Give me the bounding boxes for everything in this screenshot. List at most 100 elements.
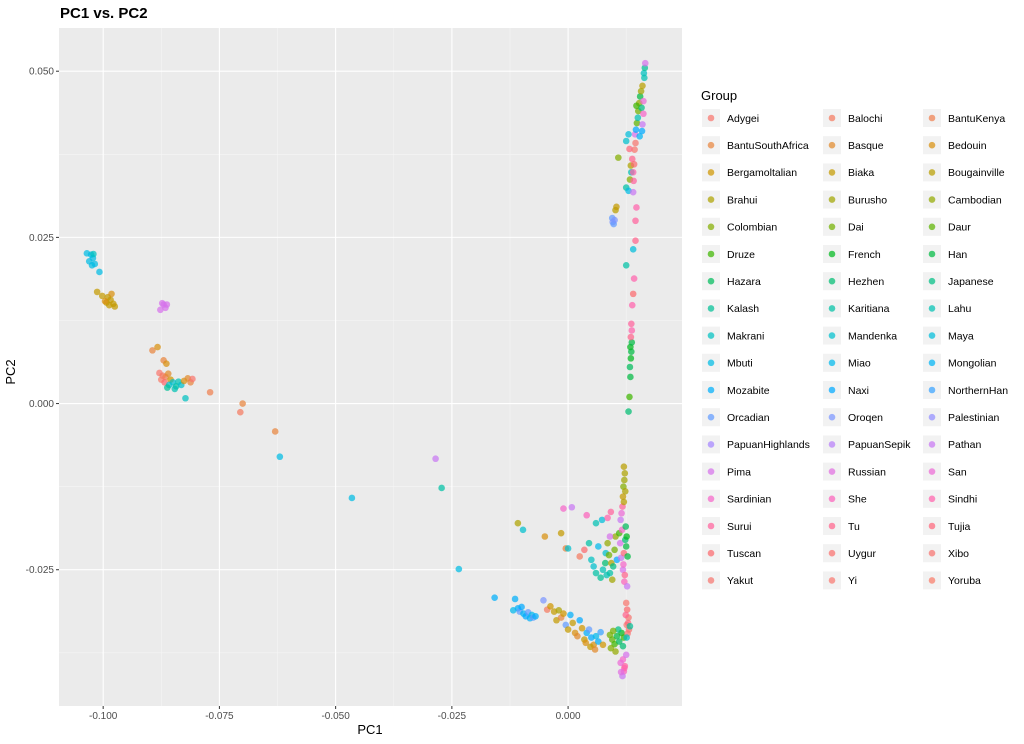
data-point xyxy=(622,523,630,530)
data-point xyxy=(560,610,567,617)
legend-label: Tujia xyxy=(948,521,971,533)
data-point xyxy=(105,301,113,309)
legend-swatch xyxy=(928,141,936,149)
legend-label: Yakut xyxy=(727,575,753,587)
data-point xyxy=(625,131,632,138)
legend-label: San xyxy=(948,466,967,478)
legend-swatch xyxy=(828,386,836,394)
legend-swatch xyxy=(707,196,715,203)
legend-swatch xyxy=(707,141,715,149)
data-point xyxy=(599,641,607,649)
legend-swatch xyxy=(928,114,936,122)
data-point xyxy=(585,626,593,633)
legend-swatch xyxy=(828,114,836,122)
data-point xyxy=(598,516,606,524)
legend-swatch xyxy=(707,223,715,231)
y-axis-title: PC2 xyxy=(3,359,18,384)
data-point xyxy=(617,659,624,667)
data-point xyxy=(623,606,631,613)
data-point xyxy=(595,543,602,550)
data-point xyxy=(164,370,172,377)
data-point xyxy=(491,594,498,601)
legend-label: Tu xyxy=(848,521,860,533)
data-point xyxy=(629,168,637,176)
data-point xyxy=(633,204,640,211)
legend-swatch xyxy=(707,577,715,584)
legend-label: Hazara xyxy=(727,276,761,288)
data-point xyxy=(629,290,637,298)
legend-label: NorthernHan xyxy=(948,385,1008,397)
data-point xyxy=(206,388,214,396)
chart-title: PC1 vs. PC2 xyxy=(60,5,148,22)
data-point xyxy=(615,638,623,645)
data-point xyxy=(611,216,618,224)
legend-label: BantuSouthAfrica xyxy=(727,140,809,152)
data-point xyxy=(547,602,554,610)
data-point xyxy=(622,543,630,550)
legend-swatch xyxy=(707,549,715,557)
legend-label: French xyxy=(848,249,881,261)
legend-swatch xyxy=(928,223,936,231)
legend-label: Surui xyxy=(727,521,752,533)
legend-swatch xyxy=(928,277,936,285)
data-point xyxy=(569,619,577,627)
legend-swatch xyxy=(707,277,715,285)
data-point xyxy=(595,638,602,645)
legend-swatch xyxy=(707,332,715,339)
legend-label: Miao xyxy=(848,358,871,370)
legend-swatch xyxy=(828,468,836,475)
data-point xyxy=(601,559,609,567)
data-point xyxy=(606,569,614,577)
data-point xyxy=(111,303,119,310)
legend-swatch xyxy=(828,141,836,149)
data-point xyxy=(632,237,639,245)
data-point xyxy=(640,110,647,118)
legend-swatch xyxy=(928,441,936,448)
data-point xyxy=(611,546,618,554)
data-point xyxy=(630,177,637,185)
data-point xyxy=(597,628,604,636)
legend-label: Han xyxy=(948,249,967,261)
data-point xyxy=(578,624,586,632)
legend-label: Cambodian xyxy=(948,194,1002,206)
data-point xyxy=(627,355,635,362)
data-point xyxy=(625,408,632,415)
legend-swatch xyxy=(928,250,936,258)
data-point xyxy=(438,484,445,492)
legend-swatch xyxy=(828,549,836,557)
legend-label: Colombian xyxy=(727,222,777,234)
legend-label: Yoruba xyxy=(948,575,981,587)
data-point xyxy=(633,119,641,127)
data-point xyxy=(608,576,616,584)
data-point xyxy=(634,114,642,122)
legend-label: Japanese xyxy=(948,276,994,288)
data-point xyxy=(630,160,638,168)
legend-swatch xyxy=(828,169,836,176)
legend-label: Biaka xyxy=(848,167,874,179)
legend-swatch xyxy=(828,250,836,258)
data-point xyxy=(532,612,539,620)
legend-swatch xyxy=(707,386,715,394)
data-point xyxy=(518,603,525,611)
legend-swatch xyxy=(828,441,836,448)
data-point xyxy=(189,375,196,383)
data-point xyxy=(628,155,636,163)
data-point xyxy=(628,327,636,334)
y-axis: 0.050 0.025 0.000 -0.025 xyxy=(26,67,59,576)
data-point xyxy=(511,595,519,603)
data-point xyxy=(555,606,563,614)
data-point xyxy=(623,634,630,641)
legend-label: Lahu xyxy=(948,303,972,315)
legend-label: Yi xyxy=(848,575,857,587)
legend-swatch xyxy=(828,223,836,231)
x-tick-label: -0.050 xyxy=(321,711,350,722)
data-point xyxy=(163,301,171,308)
legend-swatch xyxy=(928,577,936,584)
legend-swatch xyxy=(707,305,715,312)
data-point xyxy=(622,137,630,145)
data-point xyxy=(564,626,572,633)
data-point xyxy=(620,463,628,471)
data-point xyxy=(164,384,171,391)
legend-label: Bougainville xyxy=(948,167,1005,179)
data-point xyxy=(623,533,630,540)
